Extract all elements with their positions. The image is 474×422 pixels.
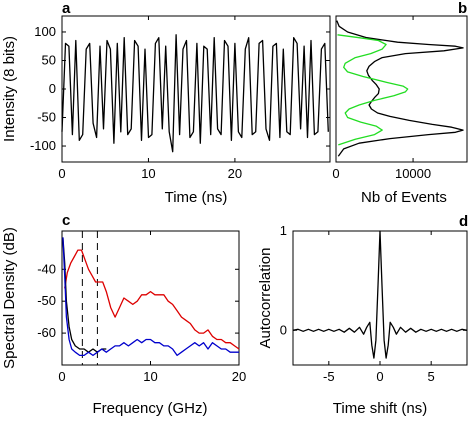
panel-c-letter: c [62, 212, 70, 229]
x-tick-label: 10 [143, 369, 157, 384]
y-tick-label: -100 [30, 138, 56, 153]
y-tick-label: 50 [42, 52, 56, 67]
x-tick-label: 20 [228, 166, 242, 181]
y-tick-label: 100 [34, 24, 56, 39]
panel-a-plot: 0 10 20 -100 -50 0 50 100 [30, 16, 330, 181]
series-line-c-1 [62, 237, 107, 353]
series-line-b-0 [336, 20, 464, 157]
panel-b-plot: 0 10000 [332, 16, 464, 181]
series-line-d-0 [292, 230, 468, 359]
panel-d: d -5 0 5 0 1 Time shift (ns) Autocorrelation [257, 213, 468, 417]
panel-a: a 0 10 20 -100 -50 0 50 100 Time (ns) Intensity… [1, 0, 331, 206]
series-line-b-1 [337, 34, 409, 146]
x-tick-label: 0 [332, 166, 339, 181]
panel-d-letter: d [459, 213, 468, 230]
y-tick-label: -40 [37, 261, 56, 276]
x-tick-label: 0 [58, 166, 65, 181]
series-line-c-2 [62, 237, 239, 357]
panel-b-frame [335, 15, 468, 163]
panel-c-plot: 0 10 20 -40 -50 -60 [37, 231, 246, 384]
x-tick-label: 0 [376, 369, 383, 384]
panel-c: c 0 10 20 -40 -50 -60 Frequency (GHz) Spectra… [1, 212, 246, 417]
x-tick-label: 5 [428, 369, 435, 384]
panel-c-xlabel: Frequency (GHz) [92, 400, 207, 417]
y-tick-label: -50 [37, 293, 56, 308]
y-tick-label: 0 [49, 81, 56, 96]
series-line-c-0 [64, 249, 240, 350]
panel-c-ylabel: Spectral Density (dB) [1, 227, 18, 369]
x-tick-label: 10000 [395, 166, 431, 181]
y-tick-label: 1 [280, 223, 287, 238]
x-tick-label: 0 [58, 369, 65, 384]
panel-b: b 0 10000 Nb of Events [332, 0, 468, 206]
series-line-a-0 [61, 34, 329, 153]
y-tick-label: 0 [280, 322, 287, 337]
panel-a-xlabel: Time (ns) [165, 189, 228, 206]
y-tick-label: -60 [37, 325, 56, 340]
x-tick-label: 20 [232, 369, 246, 384]
panel-d-frame [292, 230, 468, 366]
panel-a-ylabel: Intensity (8 bits) [1, 36, 18, 142]
y-tick-label: -50 [37, 110, 56, 125]
panel-a-letter: a [62, 0, 71, 17]
panel-d-xlabel: Time shift (ns) [333, 400, 427, 417]
panel-b-xlabel: Nb of Events [361, 189, 447, 206]
x-tick-label: -5 [323, 369, 335, 384]
panel-b-letter: b [458, 0, 467, 17]
x-tick-label: 10 [141, 166, 155, 181]
panel-d-plot: -5 0 5 0 1 [280, 223, 468, 384]
panel-c-frame [61, 230, 240, 366]
panel-d-ylabel: Autocorrelation [257, 248, 274, 349]
